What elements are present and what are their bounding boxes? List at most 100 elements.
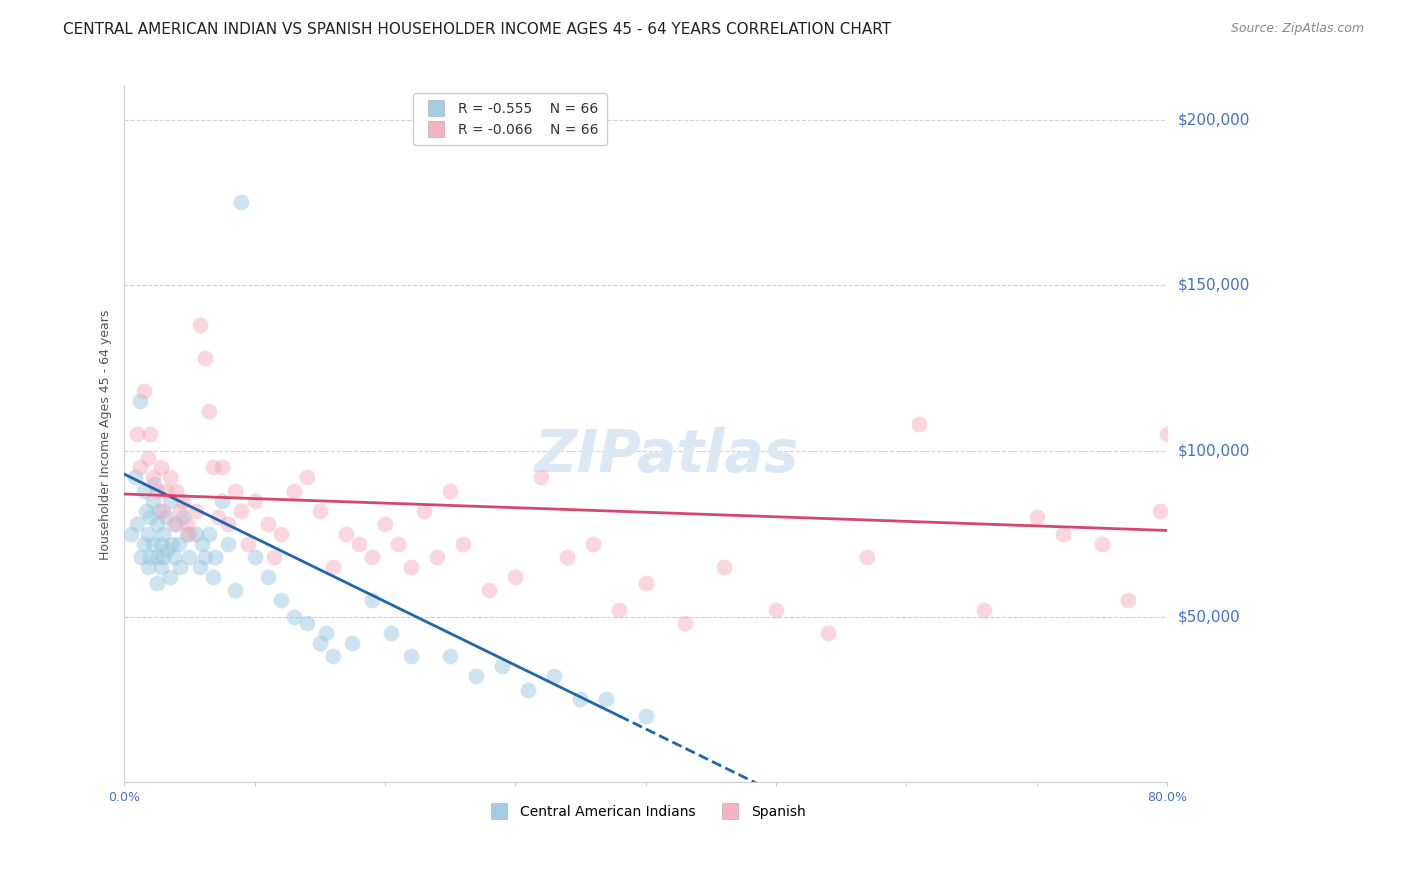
Point: [569, 692, 592, 706]
Point: [194, 549, 217, 564]
Point: [198, 404, 221, 418]
Point: [713, 560, 735, 574]
Point: [1025, 510, 1047, 524]
Point: [159, 570, 181, 584]
Text: $50,000: $50,000: [1178, 609, 1240, 624]
Point: [142, 493, 165, 508]
Point: [973, 603, 995, 617]
Point: [1052, 526, 1074, 541]
Point: [152, 526, 174, 541]
Point: [201, 460, 224, 475]
Point: [217, 537, 239, 551]
Point: [188, 560, 211, 574]
Text: $150,000: $150,000: [1178, 277, 1250, 293]
Legend: Central American Indians, Spanish: Central American Indians, Spanish: [479, 799, 811, 824]
Point: [139, 510, 162, 524]
Point: [124, 470, 146, 484]
Point: [283, 609, 305, 624]
Text: CENTRAL AMERICAN INDIAN VS SPANISH HOUSEHOLDER INCOME AGES 45 - 64 YEARS CORRELA: CENTRAL AMERICAN INDIAN VS SPANISH HOUSE…: [63, 22, 891, 37]
Point: [179, 549, 201, 564]
Point: [308, 636, 330, 650]
Point: [120, 526, 142, 541]
Point: [543, 669, 565, 683]
Point: [439, 483, 461, 498]
Point: [451, 537, 474, 551]
Point: [145, 516, 167, 531]
Point: [198, 526, 221, 541]
Point: [217, 516, 239, 531]
Point: [256, 516, 278, 531]
Point: [231, 195, 253, 210]
Point: [132, 537, 155, 551]
Point: [478, 583, 501, 598]
Point: [231, 503, 253, 517]
Point: [136, 450, 159, 465]
Point: [399, 560, 422, 574]
Point: [136, 560, 159, 574]
Point: [152, 549, 174, 564]
Point: [191, 537, 214, 551]
Point: [360, 549, 382, 564]
Point: [163, 549, 186, 564]
Point: [204, 549, 226, 564]
Point: [176, 526, 198, 541]
Point: [207, 510, 229, 524]
Point: [155, 510, 177, 524]
Point: [224, 583, 246, 598]
Point: [224, 483, 246, 498]
Point: [817, 626, 839, 640]
Point: [184, 503, 207, 517]
Point: [136, 526, 159, 541]
Point: [315, 626, 337, 640]
Point: [139, 427, 162, 442]
Point: [145, 576, 167, 591]
Point: [155, 483, 177, 498]
Point: [211, 493, 233, 508]
Point: [243, 493, 266, 508]
Point: [387, 537, 409, 551]
Point: [152, 503, 174, 517]
Point: [159, 493, 181, 508]
Text: $100,000: $100,000: [1178, 443, 1250, 458]
Point: [295, 616, 318, 631]
Point: [169, 503, 191, 517]
Point: [426, 549, 449, 564]
Point: [557, 549, 579, 564]
Point: [148, 503, 170, 517]
Point: [201, 570, 224, 584]
Point: [1156, 427, 1178, 442]
Point: [163, 516, 186, 531]
Point: [142, 470, 165, 484]
Point: [374, 516, 396, 531]
Point: [609, 603, 631, 617]
Point: [530, 470, 553, 484]
Point: [283, 483, 305, 498]
Point: [503, 570, 526, 584]
Point: [172, 510, 194, 524]
Point: [322, 560, 344, 574]
Point: [236, 537, 259, 551]
Point: [149, 560, 172, 574]
Point: [360, 593, 382, 607]
Point: [491, 659, 513, 673]
Point: [347, 537, 370, 551]
Point: [169, 560, 191, 574]
Point: [270, 593, 292, 607]
Point: [135, 503, 157, 517]
Point: [263, 549, 285, 564]
Point: [132, 384, 155, 399]
Point: [856, 549, 879, 564]
Point: [172, 493, 194, 508]
Point: [582, 537, 605, 551]
Point: [156, 543, 179, 558]
Text: ZIPatlas: ZIPatlas: [534, 426, 799, 483]
Point: [399, 649, 422, 664]
Point: [342, 636, 364, 650]
Point: [167, 537, 190, 551]
Point: [128, 460, 150, 475]
Point: [634, 709, 657, 723]
Point: [143, 477, 166, 491]
Point: [149, 537, 172, 551]
Point: [517, 682, 540, 697]
Point: [295, 470, 318, 484]
